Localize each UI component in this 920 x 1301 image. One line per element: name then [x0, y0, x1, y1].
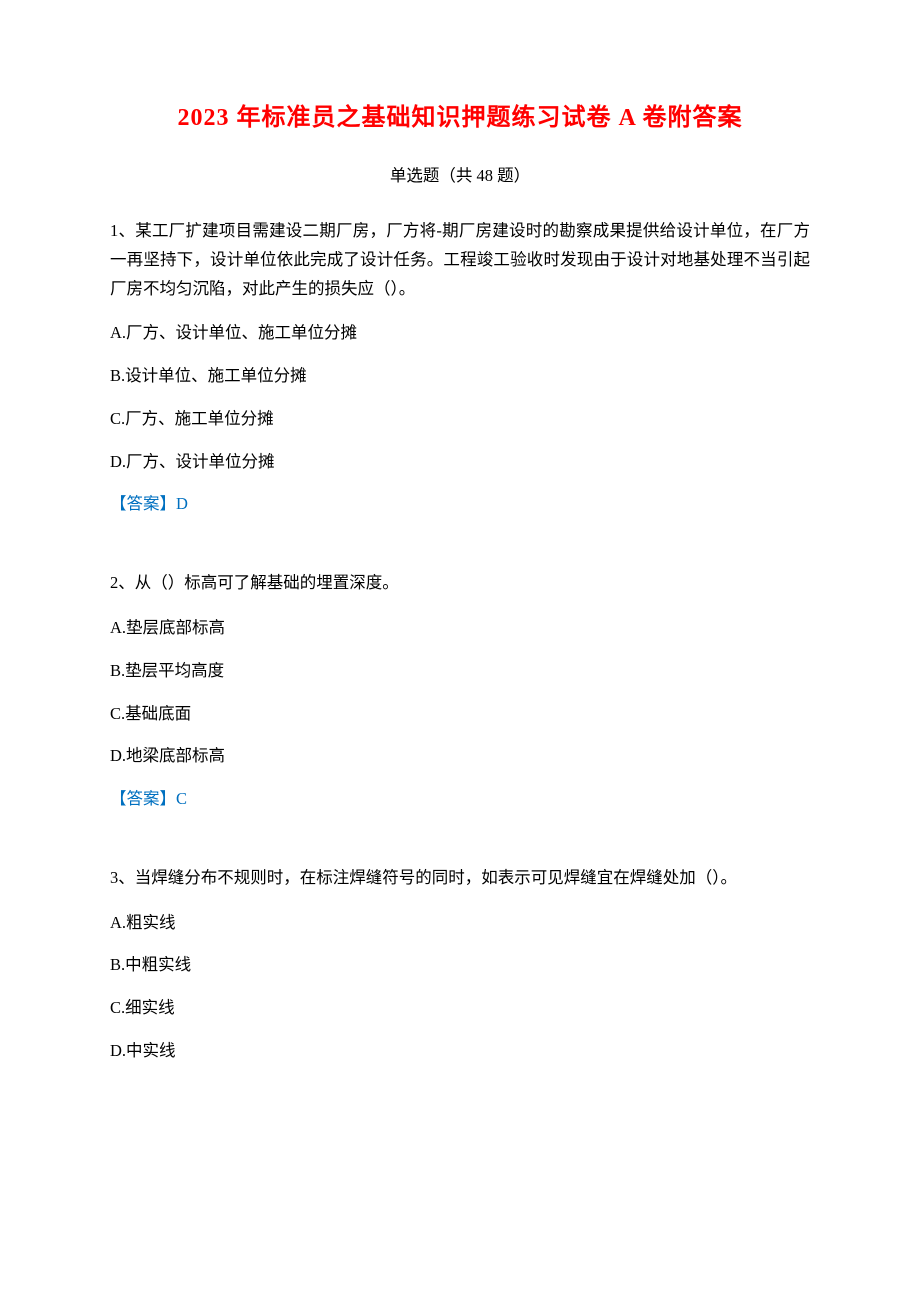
option-d: D.厂方、设计单位分摊 — [110, 450, 810, 475]
option-d: D.地梁底部标高 — [110, 744, 810, 769]
option-c: C.基础底面 — [110, 702, 810, 727]
answer-value: C — [176, 789, 187, 808]
answer-line: 【答案】C — [110, 787, 810, 812]
answer-label: 【答案】 — [110, 789, 176, 808]
option-a: A.厂方、设计单位、施工单位分摊 — [110, 321, 810, 346]
option-c: C.细实线 — [110, 996, 810, 1021]
answer-value: D — [176, 494, 188, 513]
option-a: A.垫层底部标高 — [110, 616, 810, 641]
option-b: B.设计单位、施工单位分摊 — [110, 364, 810, 389]
answer-label: 【答案】 — [110, 494, 176, 513]
option-b: B.垫层平均高度 — [110, 659, 810, 684]
question-stem: 1、某工厂扩建项目需建设二期厂房，厂方将-期厂房建设时的勘察成果提供给设计单位，… — [110, 217, 810, 304]
option-c: C.厂方、施工单位分摊 — [110, 407, 810, 432]
section-subtitle: 单选题（共 48 题） — [110, 164, 810, 189]
option-d: D.中实线 — [110, 1039, 810, 1064]
question-stem: 3、当焊缝分布不规则时，在标注焊缝符号的同时，如表示可见焊缝宜在焊缝处加（）。 — [110, 864, 810, 893]
answer-line: 【答案】D — [110, 492, 810, 517]
document-title: 2023 年标准员之基础知识押题练习试卷 A 卷附答案 — [110, 100, 810, 136]
option-a: A.粗实线 — [110, 911, 810, 936]
question-stem: 2、从（）标高可了解基础的埋置深度。 — [110, 569, 810, 598]
option-b: B.中粗实线 — [110, 953, 810, 978]
